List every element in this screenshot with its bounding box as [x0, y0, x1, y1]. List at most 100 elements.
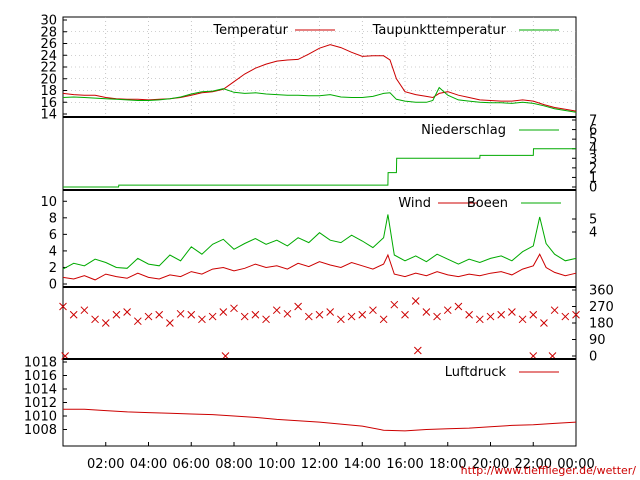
scatter-point	[326, 308, 335, 316]
scatter-point	[208, 312, 217, 321]
x-tick-label: 20:00	[472, 457, 509, 472]
scatter-point	[358, 310, 367, 319]
series-line-temperatur	[62, 44, 577, 112]
series-line-wind	[62, 253, 577, 281]
series-line-boeen	[62, 214, 577, 270]
x-tick-label: 16:00	[386, 457, 423, 472]
y-tick-label: 16	[40, 96, 57, 111]
y-tick-label-right: 1	[589, 171, 597, 186]
footer-url[interactable]: http://www.tiefflieger.de/wetter/	[461, 464, 637, 477]
y-tick-label: 1014	[24, 383, 57, 398]
scatter-point	[315, 310, 324, 319]
y-tick-label: 6	[49, 228, 57, 243]
scatter-point	[508, 308, 516, 316]
series-line-niederschlag	[63, 148, 576, 188]
y-tick-label-right: 2	[589, 161, 597, 176]
scatter-point	[187, 310, 196, 319]
y-tick-label: 0	[49, 278, 57, 293]
scatter-point	[413, 346, 422, 355]
series-line-taupunkttemperatur	[62, 86, 577, 113]
x-tick-label: 04:00	[130, 457, 167, 472]
y-tick-label-right: 180	[589, 317, 614, 332]
scatter-point	[401, 310, 409, 319]
scatter-point	[518, 315, 527, 324]
legend-label: Niederschlag	[421, 123, 506, 138]
y-tick-label: 1010	[24, 410, 57, 425]
scatter-point	[465, 310, 473, 319]
y-tick-label-right: 0	[589, 181, 597, 196]
scatter-point	[166, 319, 174, 327]
y-tick-label: 28	[40, 25, 57, 40]
y-tick-label-right: 4	[589, 142, 597, 157]
y-tick-label: 20	[40, 72, 57, 87]
scatter-point	[69, 310, 78, 319]
scatter-point	[337, 315, 345, 324]
y-tick-label-right: 90	[589, 333, 606, 348]
legend-label: Boeen	[467, 196, 508, 211]
scatter-point	[475, 315, 484, 324]
scatter-point	[369, 306, 377, 315]
scatter-point	[59, 302, 67, 311]
scatter-point	[411, 297, 420, 305]
y-tick-label-right: 5	[589, 133, 597, 148]
y-tick-label-right: 5	[589, 213, 597, 228]
y-tick-label-right: 270	[589, 300, 614, 315]
x-tick-label: 22:00	[515, 457, 552, 472]
y-tick-label: 4	[49, 244, 57, 259]
y-tick-label: 2	[49, 261, 57, 276]
scatter-point	[272, 306, 281, 315]
scatter-point	[486, 312, 495, 321]
scatter-point	[283, 309, 292, 318]
y-tick-label: 22	[40, 61, 57, 76]
scatter-point	[443, 306, 452, 315]
x-tick-label: 18:00	[429, 457, 466, 472]
y-tick-label: 14	[40, 108, 57, 123]
y-tick-label-right: 7	[589, 114, 597, 129]
scatter-point	[123, 308, 131, 316]
scatter-point	[347, 312, 356, 321]
scatter-point	[390, 300, 399, 309]
y-tick-label: 1016	[24, 369, 57, 384]
scatter-point	[561, 312, 570, 321]
x-tick-label: 10:00	[258, 457, 295, 472]
scatter-point	[497, 310, 506, 319]
scatter-point	[422, 308, 431, 316]
y-tick-label-right: 4	[589, 226, 597, 241]
scatter-point	[198, 315, 206, 324]
scatter-point	[230, 304, 238, 313]
x-tick-label: 02:00	[87, 457, 124, 472]
y-tick-label: 26	[40, 37, 57, 52]
scatter-point	[550, 306, 559, 315]
scatter-point	[91, 315, 99, 324]
scatter-point	[572, 310, 580, 319]
scatter-point	[155, 310, 164, 319]
series-line-luftdruck	[63, 408, 577, 432]
scatter-point	[133, 317, 142, 326]
y-tick-label: 30	[40, 14, 57, 29]
scatter-point	[251, 310, 260, 319]
y-tick-label: 10	[40, 195, 57, 210]
legend-label: Luftdruck	[445, 365, 507, 380]
x-tick-label: 00:00	[557, 457, 594, 472]
scatter-point	[112, 310, 121, 319]
scatter-point	[433, 312, 441, 321]
y-tick-label: 8	[49, 211, 57, 226]
x-tick-label: 06:00	[173, 457, 210, 472]
legend-label: Temperatur	[212, 23, 288, 38]
scatter-point	[80, 306, 89, 315]
scatter-point	[304, 312, 313, 321]
scatter-point	[240, 312, 249, 321]
scatter-point	[540, 319, 548, 327]
x-tick-label: 14:00	[344, 457, 381, 472]
x-tick-label: 12:00	[301, 457, 338, 472]
scatter-point	[379, 315, 388, 324]
scatter-point	[454, 302, 463, 311]
scatter-point	[176, 309, 185, 318]
y-tick-label-right: 360	[589, 284, 614, 299]
y-tick-label: 24	[40, 49, 57, 64]
